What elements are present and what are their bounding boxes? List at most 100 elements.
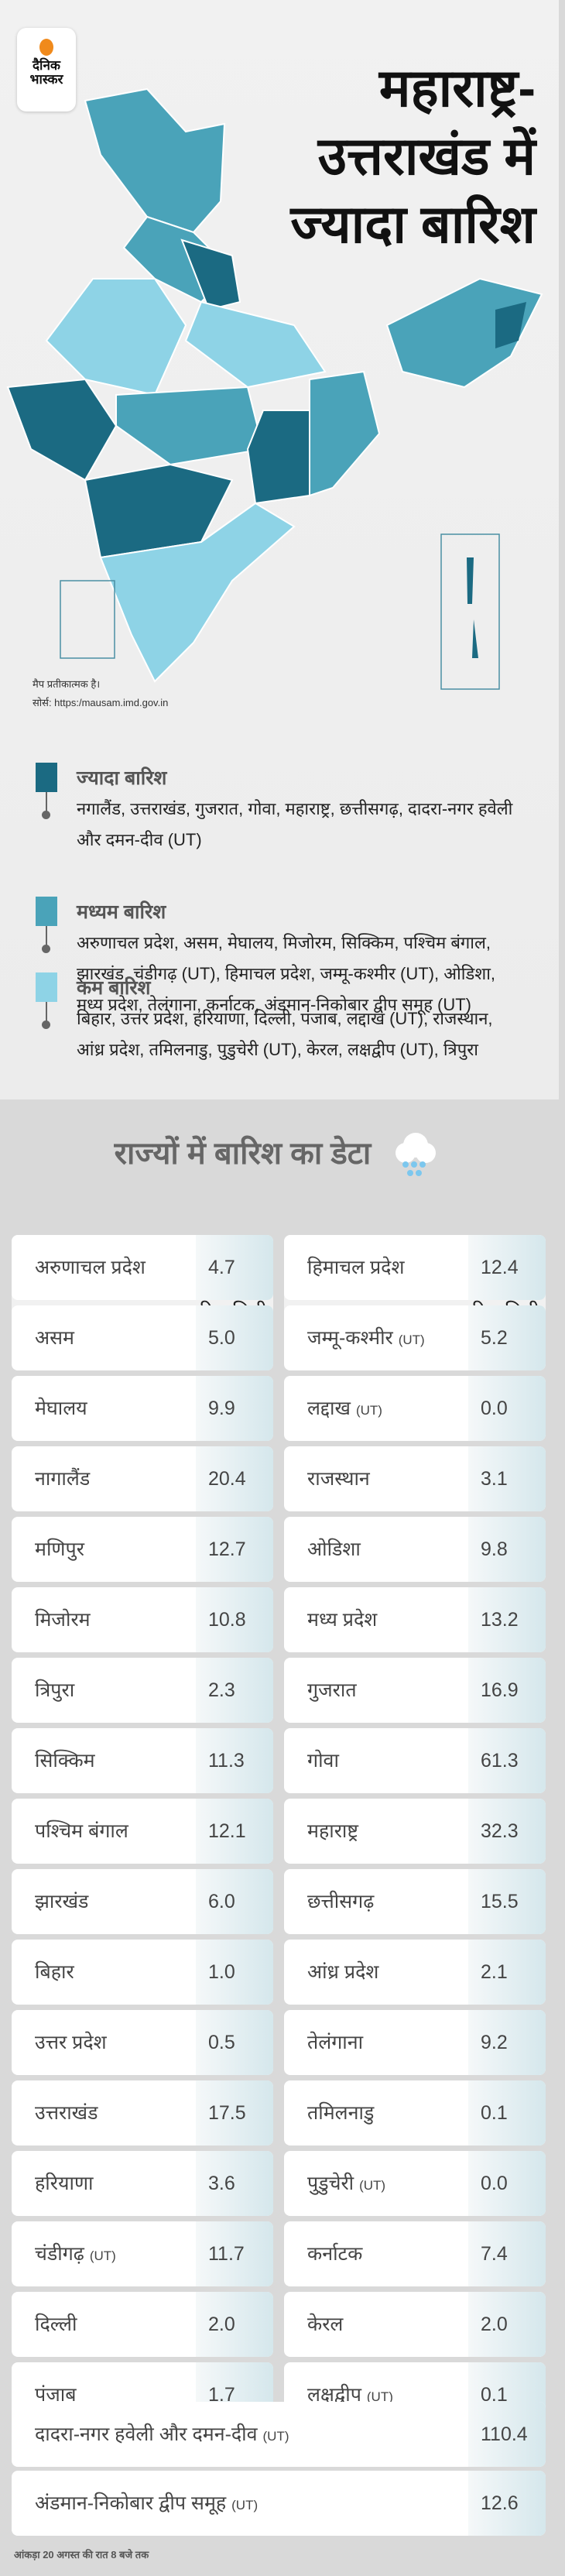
map-region-chhattisgarh xyxy=(246,410,310,505)
rain-value: 20.4 xyxy=(196,1446,273,1511)
rain-value: 9.2 xyxy=(468,2010,546,2075)
table-row: महाराष्ट्र 32.3 xyxy=(284,1799,546,1864)
state-name: हरियाणा xyxy=(35,2170,94,2196)
state-label: छत्तीसगढ़ xyxy=(307,1891,375,1912)
table-row: कर्नाटक 7.4 xyxy=(284,2221,546,2286)
state-name: महाराष्ट्र xyxy=(307,1817,358,1844)
map-region-south xyxy=(99,502,296,683)
title-line: महाराष्ट्र- xyxy=(378,59,536,118)
rain-value: 2.0 xyxy=(196,2292,273,2357)
table-row: केरल 2.0 xyxy=(284,2292,546,2357)
logo-text: दैनिक xyxy=(33,58,60,73)
ut-tag: (UT) xyxy=(366,2389,393,2404)
rain-value: 17.5 xyxy=(196,2080,273,2146)
state-label: सिक्किम xyxy=(35,1750,95,1772)
state-name: सिक्किम xyxy=(35,1747,95,1773)
rain-value: 9.8 xyxy=(468,1517,546,1582)
state-label: जम्मू-कश्मीर xyxy=(307,1327,393,1349)
rain-cloud-icon xyxy=(396,1133,437,1177)
state-name: जम्मू-कश्मीर (UT) xyxy=(307,1324,425,1350)
table-row: दादरा-नगर हवेली और दमन-दीव (UT) 110.4 xyxy=(12,2402,546,2467)
map-region-uttarakhand xyxy=(180,238,241,311)
state-name: गोवा xyxy=(307,1747,339,1773)
state-name: मध्य प्रदेश xyxy=(307,1606,377,1632)
state-name: दादरा-नगर हवेली और दमन-दीव (UT) xyxy=(35,2420,289,2447)
rain-value: 5.2 xyxy=(468,1305,546,1370)
table-row: मिजोरम 10.8 xyxy=(12,1587,273,1652)
ut-tag: (UT) xyxy=(262,2429,289,2444)
table-row: हिमाचल प्रदेश 12.4 xyxy=(284,1235,546,1300)
logo-text: भास्कर xyxy=(29,72,63,87)
rain-value: 3.1 xyxy=(468,1446,546,1511)
ut-tag: (UT) xyxy=(359,2178,386,2193)
state-name: दिल्ली xyxy=(35,2310,77,2337)
table-row: मध्य प्रदेश 13.2 xyxy=(284,1587,546,1652)
legend-states: अरुणाचल प्रदेश, असम, मेघालय, मिजोरम, सिक… xyxy=(77,933,496,1014)
state-label: लद्दाख xyxy=(307,1398,351,1419)
map-disclaimer: मैप प्रतीकात्मक है। xyxy=(33,678,101,690)
table-row: गोवा 61.3 xyxy=(284,1728,546,1793)
table-row: ओडिशा 9.8 xyxy=(284,1517,546,1582)
state-name: चंडीगढ़ (UT) xyxy=(35,2240,116,2266)
state-label: गुजरात xyxy=(307,1679,357,1701)
table-row: अरुणाचल प्रदेश 4.7 xyxy=(12,1235,273,1300)
rain-value: 0.5 xyxy=(196,2010,273,2075)
rain-value: 6.0 xyxy=(196,1869,273,1934)
state-label: दादरा-नगर हवेली और दमन-दीव xyxy=(35,2423,258,2445)
rain-value: 11.3 xyxy=(196,1728,273,1793)
state-label: मध्य प्रदेश xyxy=(307,1609,378,1631)
state-label: तेलंगाना xyxy=(307,2032,364,2053)
state-label: बिहार xyxy=(35,1961,74,1983)
state-label: केरल xyxy=(307,2314,344,2335)
table-row: लद्दाख (UT) 0.0 xyxy=(284,1376,546,1441)
source-text: सोर्स: https:/mausam.imd.gov.in xyxy=(33,697,169,708)
table-row: असम 5.0 xyxy=(12,1305,273,1370)
map-section: दैनिक भास्कर महाराष्ट्र- उत्तराखंड में ज… xyxy=(0,0,559,1099)
state-label: चंडीगढ़ xyxy=(35,2243,84,2265)
state-name: हिमाचल प्रदेश xyxy=(307,1254,404,1280)
dainik-bhaskar-logo: दैनिक भास्कर xyxy=(17,28,76,111)
table-row: उत्तराखंड 17.5 xyxy=(12,2080,273,2146)
data-timestamp-note: आंकड़ा 20 अगस्त की रात 8 बजे तक xyxy=(14,2549,149,2561)
rain-value: 3.6 xyxy=(196,2151,273,2216)
state-name: ओडिशा xyxy=(307,1535,361,1562)
legend-label: कम बारिश xyxy=(77,977,151,999)
table-row: नागालैंड 20.4 xyxy=(12,1446,273,1511)
state-name: बिहार xyxy=(35,1958,74,1984)
rain-value: 61.3 xyxy=(468,1728,546,1793)
state-name: आंध्र प्रदेश xyxy=(307,1958,378,1984)
rain-value: 0.0 xyxy=(468,1376,546,1441)
state-label: मेघालय xyxy=(35,1398,87,1419)
state-name: मिजोरम xyxy=(35,1606,91,1632)
state-name: उत्तराखंड xyxy=(35,2099,98,2125)
rain-value: 2.3 xyxy=(196,1658,273,1723)
table-row: अंडमान-निकोबार द्वीप समूह (UT) 12.6 xyxy=(12,2471,546,2536)
page-title: महाराष्ट्र- उत्तराखंड में ज्यादा बारिश xyxy=(290,54,536,259)
map-region-maharashtra xyxy=(84,463,234,559)
rain-value: 4.7 xyxy=(196,1235,273,1300)
table-row: त्रिपुरा 2.3 xyxy=(12,1658,273,1723)
state-label: अंडमान-निकोबार द्वीप समूह xyxy=(35,2492,227,2514)
table-row: सिक्किम 11.3 xyxy=(12,1728,273,1793)
table-row: तेलंगाना 9.2 xyxy=(284,2010,546,2075)
map-region-jk xyxy=(84,87,226,234)
legend-label: मध्यम बारिश xyxy=(77,901,166,923)
swatch-medium xyxy=(36,897,57,926)
state-name: राजस्थान xyxy=(307,1465,370,1491)
rain-value: 32.3 xyxy=(468,1799,546,1864)
state-name: असम xyxy=(35,1324,74,1350)
map-region-northeast xyxy=(385,277,543,389)
table-row: राजस्थान 3.1 xyxy=(284,1446,546,1511)
india-rainfall-map xyxy=(6,87,543,690)
state-name: त्रिपुरा xyxy=(35,1676,74,1703)
title-line: ज्यादा बारिश xyxy=(290,195,536,254)
state-name: अरुणाचल प्रदेश xyxy=(35,1254,146,1280)
rain-value: 0.1 xyxy=(468,2080,546,2146)
state-name: तमिलनाडु xyxy=(307,2099,374,2125)
rain-value: 11.7 xyxy=(196,2221,273,2286)
table-row: हरियाणा 3.6 xyxy=(12,2151,273,2216)
state-name: गुजरात xyxy=(307,1676,357,1703)
rain-value: 1.0 xyxy=(196,1940,273,2005)
map-note: मैप प्रतीकात्मक है। सोर्स: https:/mausam… xyxy=(33,675,168,712)
rain-value: 12.6 xyxy=(468,2471,546,2536)
